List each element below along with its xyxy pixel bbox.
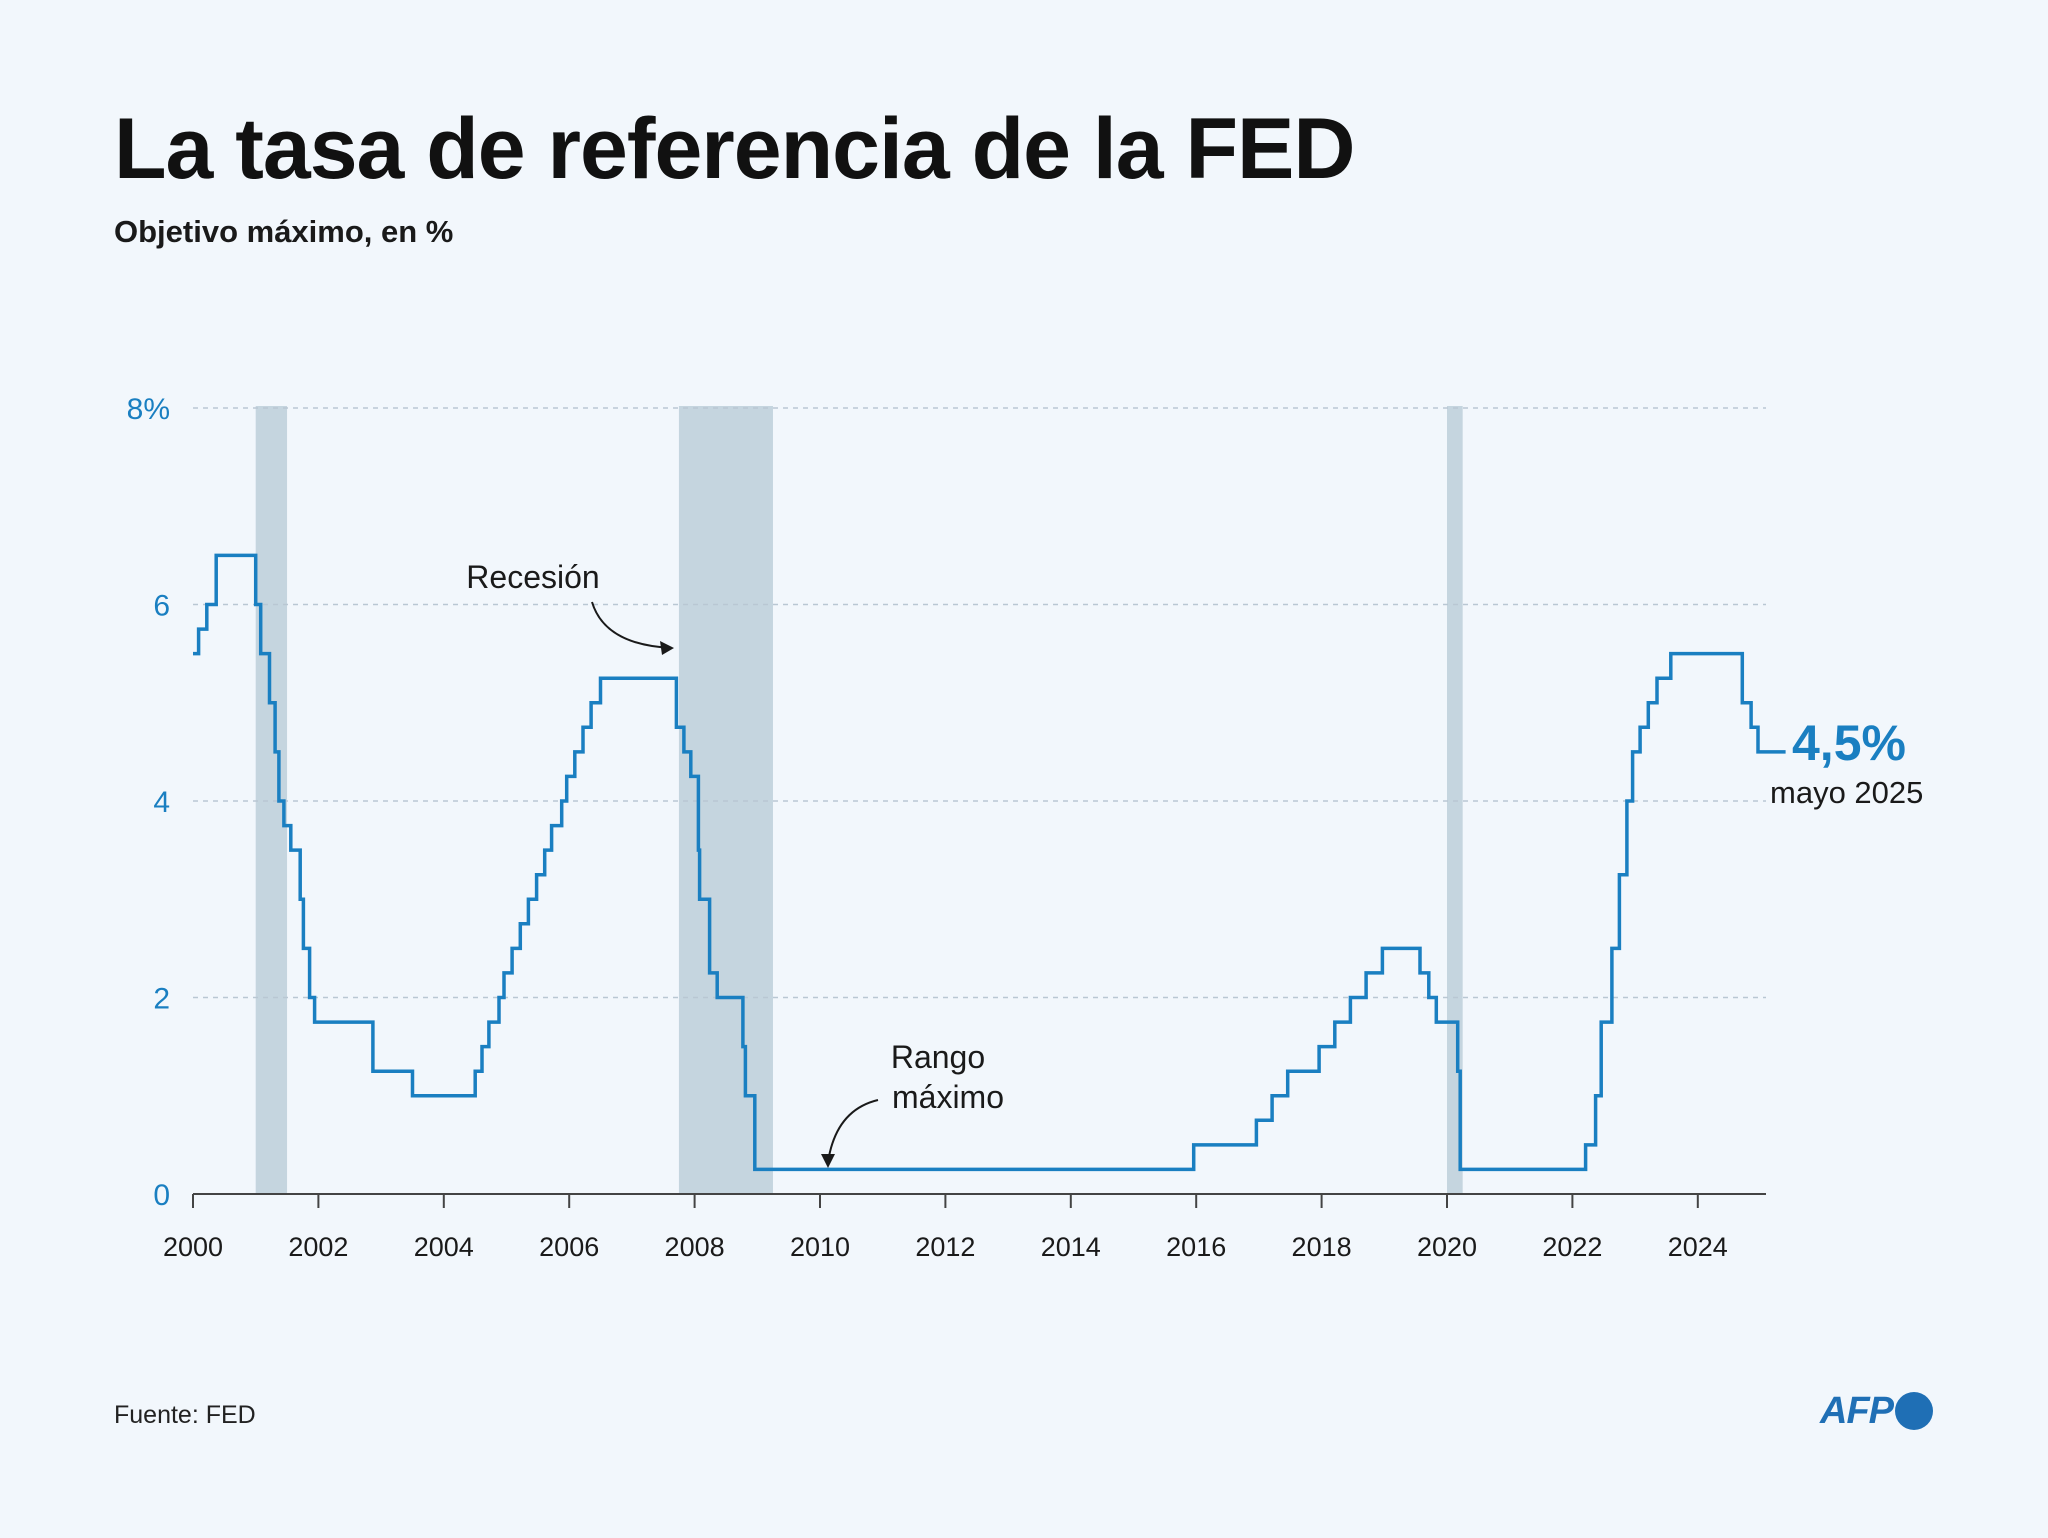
recession-band-1 [678,406,773,1194]
annotation-recesion-label: Recesión [466,559,599,595]
x-tick-label: 2022 [1542,1232,1602,1262]
annotation-rango-line1: Rango [891,1039,985,1075]
y-axis-ticks: 0 2 4 6 8% [127,393,170,1212]
x-tick-label: 2012 [915,1232,975,1262]
y-tick-label: 2 [153,983,170,1016]
source-note: Fuente: FED [114,1401,256,1429]
x-tick-label: 2010 [790,1232,850,1262]
y-tick-label: 4 [153,786,170,819]
afp-dot-icon [1895,1392,1933,1430]
y-tick-label: 6 [153,590,170,623]
annotation-recesion: Recesión [466,559,674,655]
afp-logo: AFP [1820,1389,1933,1433]
gridlines [193,407,1766,999]
y-tick-label: 8% [127,393,170,426]
annotation-rango: Rango máximo [821,1039,1004,1168]
chart-title: La tasa de referencia de la FED [114,101,1355,197]
x-tick-label: 2008 [665,1232,725,1262]
y-tick-label: 0 [153,1179,170,1212]
end-label-value: 4,5% [1792,715,1906,771]
x-tick-label: 2000 [163,1232,223,1262]
x-tick-label: 2002 [288,1232,348,1262]
x-axis-ticks: 2000 2002 2004 2006 2008 2010 2012 2014 2016 2018… [163,1194,1728,1262]
x-tick-label: 2016 [1166,1232,1226,1262]
annotation-rango-arrow [827,1099,879,1163]
arrowhead-icon [821,1154,835,1168]
end-label-date: mayo 2025 [1770,775,1923,810]
chart-subtitle: Objetivo máximo, en % [114,214,454,249]
x-tick-label: 2024 [1668,1232,1728,1262]
end-label: 4,5% mayo 2025 [1770,715,1923,810]
recession-band-2 [1447,406,1463,1194]
recession-bands [255,406,1463,1194]
x-tick-label: 2004 [414,1232,474,1262]
annotation-recesion-arrow [591,601,673,649]
series-line-fed-rate [193,553,1786,1172]
afp-logo-text: AFP [1820,1389,1894,1432]
annotation-rango-line2: máximo [892,1079,1004,1115]
x-tick-label: 2018 [1292,1232,1352,1262]
arrowhead-icon [660,641,674,655]
x-tick-label: 2020 [1417,1232,1477,1262]
x-tick-label: 2014 [1041,1232,1101,1262]
x-tick-label: 2006 [539,1232,599,1262]
